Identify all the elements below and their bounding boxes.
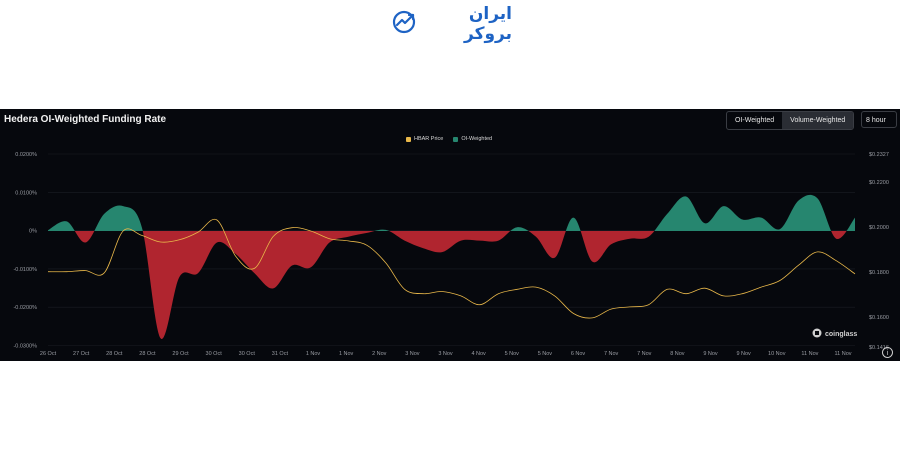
x-tick-label: 28 Oct	[139, 351, 156, 357]
oi-weighted-positive-area	[48, 194, 855, 231]
x-tick-label: 31 Oct	[272, 351, 289, 357]
chart-title: Hedera OI-Weighted Funding Rate	[4, 114, 167, 125]
period-label: 8 hour	[866, 117, 886, 124]
chart-panel: Hedera OI-Weighted Funding Rate OI-Weigh…	[0, 109, 900, 361]
oi-weighted-negative-area	[48, 231, 855, 339]
coinglass-logo-icon	[812, 328, 822, 340]
x-tick-label: 6 Nov	[571, 351, 586, 357]
brand-logo[interactable]: ایران بروکر	[392, 4, 512, 44]
x-tick-label: 30 Oct	[206, 351, 223, 357]
y-left-tick-label: 0.0100%	[15, 190, 37, 196]
x-tick-label: 9 Nov	[736, 351, 751, 357]
x-tick-label: 9 Nov	[703, 351, 718, 357]
hbar-price-line	[47, 218, 856, 319]
legend-label-price: HBAR Price	[414, 136, 444, 142]
x-tick-label: 4 Nov	[471, 351, 486, 357]
toggle-oi-weighted[interactable]: OI-Weighted	[735, 117, 775, 124]
x-tick-label: 7 Nov	[604, 351, 619, 357]
x-tick-label: 11 Nov	[834, 351, 851, 357]
period-select[interactable]: 8 hour	[861, 111, 897, 128]
legend-label-oi: OI-Weighted	[461, 136, 493, 142]
x-tick-label: 5 Nov	[538, 351, 553, 357]
chart-trend-icon	[392, 10, 418, 39]
x-tick-label: 8 Nov	[670, 351, 685, 357]
x-tick-label: 11 Nov	[801, 351, 818, 357]
x-tick-label: 3 Nov	[405, 351, 420, 357]
x-tick-label: 26 Oct	[40, 351, 57, 357]
coinglass-watermark: coinglass	[812, 328, 857, 340]
y-right-tick-label: $0.2000	[869, 225, 889, 231]
x-tick-label: 2 Nov	[372, 351, 387, 357]
x-tick-label: 10 Nov	[768, 351, 786, 357]
legend-item-price[interactable]: HBAR Price	[406, 136, 443, 142]
coinglass-text: coinglass	[825, 330, 858, 338]
x-tick-label: 29 Oct	[172, 351, 189, 357]
y-left-tick-label: 0%	[29, 229, 37, 235]
y-left-tick-label: -0.0300%	[13, 344, 37, 350]
legend-swatch-price	[406, 136, 411, 142]
x-tick-label: 1 Nov	[339, 351, 354, 357]
weighting-toggle[interactable]: OI-Weighted Volume-Weighted	[726, 111, 855, 130]
x-tick-label: 27 Oct	[73, 351, 90, 357]
chart-legend: HBAR Price OI-Weighted	[406, 136, 492, 142]
y-left-tick-label: -0.0200%	[13, 305, 37, 311]
x-tick-label: 5 Nov	[505, 351, 520, 357]
y-right-tick-label: $0.1800	[869, 270, 889, 276]
y-right-tick-label: $0.2200	[869, 180, 889, 186]
x-tick-label: 28 Oct	[106, 351, 123, 357]
legend-swatch-oi	[453, 136, 459, 142]
y-right-tick-label: $0.2327	[869, 152, 889, 158]
x-tick-label: 1 Nov	[306, 351, 321, 357]
y-right-tick-label: $0.1416	[869, 345, 889, 351]
y-left-tick-label: -0.0100%	[13, 267, 37, 273]
brand-name: ایران بروکر	[464, 4, 512, 44]
toggle-volume-weighted[interactable]: Volume-Weighted	[782, 112, 854, 129]
x-tick-label: 30 Oct	[239, 351, 256, 357]
legend-item-oi[interactable]: OI-Weighted	[453, 136, 492, 142]
y-right-tick-label: $0.1600	[869, 315, 889, 321]
funding-rate-chart[interactable]: 0.0200% 0.0100% 0% -0.0100% -0.0200% -0.0300%…	[0, 109, 900, 361]
x-tick-label: 3 Nov	[438, 351, 453, 357]
y-left-tick-label: 0.0200%	[15, 152, 37, 158]
info-icon[interactable]: i	[882, 347, 893, 358]
x-tick-label: 7 Nov	[637, 351, 652, 357]
